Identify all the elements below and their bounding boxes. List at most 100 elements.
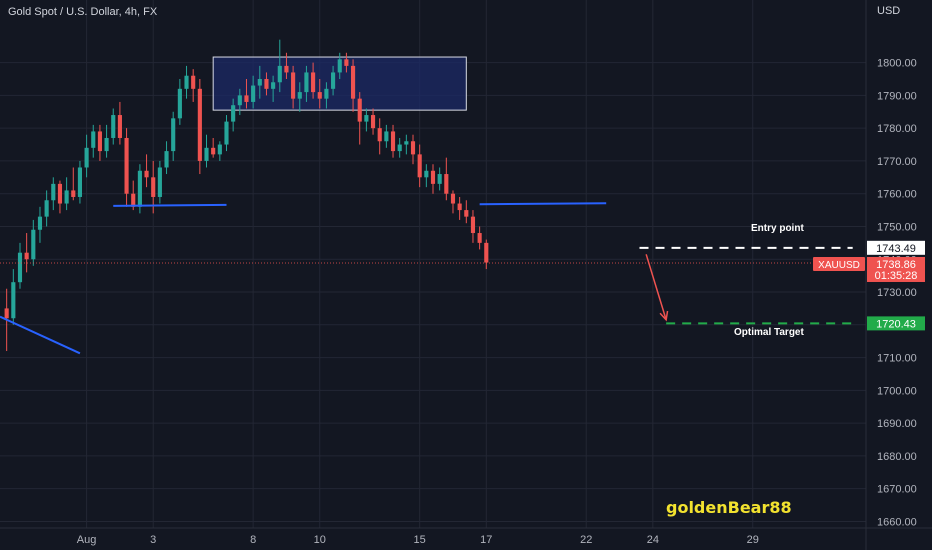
arrow-head <box>659 310 669 322</box>
price-tick-label: 1700.00 <box>877 385 917 397</box>
entry-point-label: Entry point <box>751 223 804 234</box>
last-price-badge-bg <box>867 256 925 282</box>
price-tick-label: 1800.00 <box>877 58 917 70</box>
support-line <box>0 315 81 355</box>
price-axis[interactable]: 1660.00 1670.00 1680.00 1690.00 1700.00 1710.… <box>877 58 917 529</box>
author-watermark: goldenBear88 <box>666 498 792 517</box>
candle-body <box>11 282 16 319</box>
candle-body <box>77 167 83 197</box>
time-tick-label: 24 <box>647 534 659 546</box>
candle-body <box>271 82 276 89</box>
candlesticks <box>4 39 489 352</box>
symbol-tag: XAUUSD <box>813 256 865 271</box>
entry-price-badge-text: 1743.49 <box>876 243 916 255</box>
candle-body <box>430 170 436 184</box>
candle-body <box>344 59 349 66</box>
candle-body <box>124 137 129 194</box>
candle-body <box>17 252 23 283</box>
candle-body <box>337 59 342 73</box>
candle-body <box>31 229 36 260</box>
candle-body <box>51 183 56 201</box>
candle-body <box>4 308 9 319</box>
candle-body <box>224 121 229 145</box>
price-tick-label: 1770.00 <box>877 156 917 168</box>
price-tick-label: 1670.00 <box>877 484 917 496</box>
candle-body <box>297 92 302 99</box>
support-lines <box>0 202 607 355</box>
candle-body <box>277 65 282 83</box>
price-tick-label: 1790.00 <box>877 90 917 102</box>
currency-label: USD <box>877 5 901 17</box>
candle-body <box>211 147 216 155</box>
candle-body <box>470 216 476 234</box>
candle-body <box>284 65 289 73</box>
time-tick-label: 10 <box>314 534 326 546</box>
candle-body <box>184 75 189 89</box>
symbol-tag-text: XAUUSD <box>818 260 860 271</box>
candle-body <box>370 115 376 129</box>
candle-body <box>304 72 309 93</box>
candle-body <box>317 92 322 99</box>
candle-body <box>131 193 136 207</box>
candle-body <box>164 151 169 168</box>
candle-body <box>197 88 202 161</box>
candle-body <box>64 190 69 204</box>
candle-body <box>350 65 356 99</box>
price-tick-label: 1680.00 <box>877 451 917 463</box>
time-tick-label: Aug <box>77 534 97 546</box>
candle-body <box>464 210 469 217</box>
candle-body <box>457 203 462 211</box>
candle-body <box>24 252 29 260</box>
target-price-badge-bg <box>867 316 925 331</box>
time-tick-label: 8 <box>250 534 256 546</box>
candle-body <box>424 170 429 178</box>
last-price-badge-text: 1738.86 <box>876 259 916 271</box>
candle-body <box>291 72 296 99</box>
trade-levels <box>0 246 866 325</box>
candle-body <box>44 200 49 217</box>
support-line <box>113 203 227 207</box>
down-arrow-icon <box>645 254 669 322</box>
candle-body <box>191 75 196 89</box>
last-price-badge-text: 01:35:28 <box>875 270 918 282</box>
candle-body <box>111 115 116 138</box>
candle-body <box>477 233 482 243</box>
candle-body <box>251 85 256 102</box>
candle-body <box>97 131 102 152</box>
price-tick-label: 1730.00 <box>877 287 917 299</box>
time-tick-label: 17 <box>480 534 492 546</box>
support-line <box>479 202 607 206</box>
time-tick-label: 22 <box>580 534 592 546</box>
symbol-tag-bg <box>813 256 865 271</box>
candle-body <box>311 72 316 93</box>
candle-body <box>377 128 382 142</box>
candle-body <box>91 131 96 148</box>
candle-body <box>397 144 402 152</box>
candle-body <box>57 183 63 204</box>
price-tick-label: 1690.00 <box>877 418 917 430</box>
candle-body <box>417 154 422 178</box>
candle-body <box>484 242 489 263</box>
price-tick-label: 1750.00 <box>877 221 917 233</box>
arrow-shaft <box>645 254 667 321</box>
target-price-badge: 1720.43 <box>867 316 925 331</box>
candle-body <box>217 144 222 155</box>
price-tick-label: 1760.00 <box>877 189 917 201</box>
time-tick-label: 3 <box>150 534 156 546</box>
candle-body <box>37 216 43 230</box>
entry-price-badge-bg <box>867 240 925 255</box>
candle-body <box>444 174 449 194</box>
target-price-badge-text: 1720.43 <box>876 318 916 330</box>
candle-body <box>237 95 242 106</box>
candle-body <box>264 78 269 89</box>
candle-body <box>437 174 442 184</box>
candle-body <box>104 137 109 152</box>
candle-body <box>257 78 262 86</box>
candle-body <box>204 147 209 161</box>
time-axis[interactable]: Aug 3 8 10 15 17 22 24 29 <box>77 534 759 546</box>
candle-body <box>364 115 369 122</box>
candle-body <box>177 88 182 119</box>
candle-body <box>410 141 416 155</box>
